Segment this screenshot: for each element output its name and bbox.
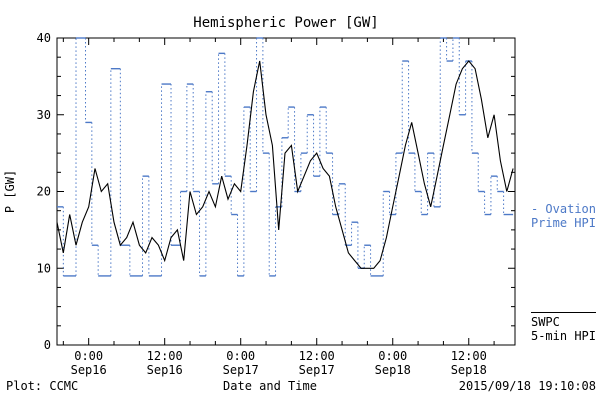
timestamp-label: 2015/09/18 19:10:08 [458,379,596,393]
x-tick-date-label: Sep16 [71,363,107,377]
ovation-line-marker-icon: - [530,202,539,216]
x-tick-time-label: 0:00 [378,349,407,363]
legend-ovation-label1: Ovation [545,202,596,216]
legend-swpc-label2: 5-min HPI [530,329,596,343]
legend-ovation-label2: Prime HPI [530,216,596,230]
x-tick-time-label: 0:00 [74,349,103,363]
y-axis: 0 10 20 30 40 [37,31,515,352]
x-tick-time-label: 12:00 [451,349,487,363]
y-tick-label: 30 [37,108,51,122]
x-axis-label: Date and Time [223,379,317,393]
y-tick-label: 40 [37,31,51,45]
x-tick-time-label: 12:00 [147,349,183,363]
chart-title: Hemispheric Power [GW] [193,15,378,31]
legend-ovation-line1: - Ovation [531,202,596,216]
legend-swpc-label1: SWPC [530,315,560,329]
y-tick-label: 10 [37,261,51,275]
x-axis: 0:00Sep1612:00Sep160:00Sep1712:00Sep170:… [62,38,495,377]
x-tick-date-label: Sep16 [147,363,183,377]
y-axis-title: P [GW] [3,170,17,213]
y-tick-label: 0 [44,338,51,352]
x-tick-date-label: Sep17 [223,363,259,377]
series-ovation-prime-hpi [57,37,514,277]
plot-frame [56,37,516,346]
plot-source-label: Plot: CCMC [6,379,79,393]
x-tick-time-label: 0:00 [226,349,255,363]
x-tick-time-label: 12:00 [299,349,335,363]
legend-swpc: SWPC 5-min HPI [530,312,596,343]
swpc-line [56,60,514,269]
x-tick-date-label: Sep17 [299,363,335,377]
x-tick-date-label: Sep18 [451,363,487,377]
x-tick-date-label: Sep18 [375,363,411,377]
y-tick-label: 20 [37,185,51,199]
legend-ovation: - Ovation Prime HPI [531,202,596,230]
series-swpc-5min-hpi [56,60,514,269]
